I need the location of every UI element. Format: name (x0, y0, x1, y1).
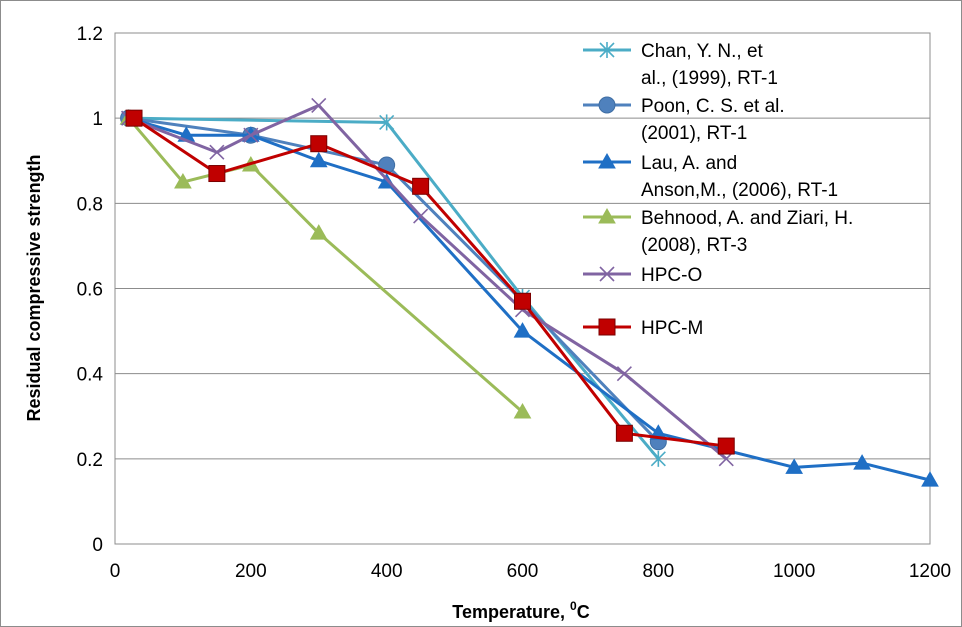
y-tick-label: 1 (92, 109, 103, 130)
data-point (513, 402, 532, 419)
legend-swatch-marker (598, 96, 616, 114)
y-tick-label: 0.8 (77, 194, 103, 215)
x-axis-title-text: Temperature, (452, 602, 570, 622)
legend-item-2: Lau, A. and Anson,M., (2006), RT-1 (583, 152, 838, 201)
x-axis-title: Temperature, 0C (452, 599, 589, 622)
legend-item-3: Behnood, A. and Ziari, H. (2008), RT-3 (583, 207, 853, 256)
x-axis-title-unit: C (577, 602, 590, 622)
series-line-4 (128, 103, 728, 460)
legend-label: HPC-M (641, 318, 703, 339)
x-tick-label: 1200 (909, 561, 951, 582)
data-point (209, 144, 225, 160)
legend-label: Poon, C. S. et al. (641, 96, 785, 117)
y-tick-label: 0.6 (77, 280, 103, 301)
y-tick-labels: 0 0.2 0.4 0.6 0.8 1 1.2 (77, 24, 104, 556)
data-point (309, 224, 328, 240)
data-point (615, 424, 633, 442)
series-line-0 (128, 116, 660, 460)
data-point (853, 454, 871, 470)
legend-label: (2008), RT-3 (641, 235, 747, 256)
grid-lines (115, 32, 930, 460)
data-point (412, 177, 430, 195)
data-point (309, 151, 328, 168)
legend-label: HPC-O (641, 265, 702, 286)
data-point (513, 322, 532, 338)
data-point (785, 458, 804, 474)
data-point (243, 127, 259, 143)
legend-label: Anson,M., (2006), RT-1 (641, 180, 838, 201)
data-point (379, 114, 395, 131)
data-point (311, 97, 327, 113)
x-tick-label: 1000 (773, 561, 815, 582)
data-point (717, 437, 735, 455)
x-tick-labels: 0 200 400 600 800 1000 1200 (110, 561, 951, 582)
legend-label: Lau, A. and (641, 153, 737, 174)
legend-swatch-marker (599, 42, 615, 58)
legend-item-5: HPC-M (583, 318, 703, 339)
y-axis-title: Residual compressive strength (24, 154, 44, 421)
legend-swatch-marker (598, 152, 616, 169)
data-point (616, 366, 632, 382)
x-axis-title-superscript: 0 (570, 599, 577, 613)
legend-item-1: Poon, C. S. et al. (2001), RT-1 (583, 96, 785, 144)
x-tick-label: 0 (110, 561, 121, 582)
series-line-2 (128, 116, 931, 482)
x-tick-label: 200 (235, 561, 267, 582)
series-4 (121, 97, 734, 467)
y-tick-label: 0.4 (77, 365, 104, 386)
data-point (514, 292, 531, 310)
data-point (413, 208, 429, 224)
legend-swatch-marker (599, 266, 615, 282)
data-point (310, 135, 328, 153)
series-5 (125, 109, 735, 455)
y-tick-label: 0.2 (77, 450, 103, 471)
legend-item-4: HPC-O (583, 265, 702, 286)
series-layer (119, 97, 939, 487)
legend-label: al., (1999), RT-1 (641, 68, 778, 89)
x-tick-label: 800 (642, 561, 674, 582)
x-tick-label: 400 (371, 561, 403, 582)
x-tick-label: 600 (507, 561, 539, 582)
legend-swatch-marker (598, 318, 616, 336)
legend: Chan, Y. N., et al., (1999), RT-1 Poon, C.… (583, 41, 853, 339)
legend-label: (2001), RT-1 (641, 123, 747, 144)
legend-label: Behnood, A. and Ziari, H. (641, 208, 853, 229)
legend-swatch-marker (598, 207, 616, 224)
data-point (650, 450, 666, 467)
data-point (921, 471, 939, 487)
legend-item-0: Chan, Y. N., et al., (1999), RT-1 (583, 41, 778, 89)
data-point (174, 173, 192, 189)
y-tick-label: 0 (92, 535, 103, 556)
y-tick-label: 1.2 (77, 24, 103, 45)
data-point (125, 109, 143, 127)
legend-label: Chan, Y. N., et (641, 41, 764, 62)
data-point (208, 165, 226, 183)
